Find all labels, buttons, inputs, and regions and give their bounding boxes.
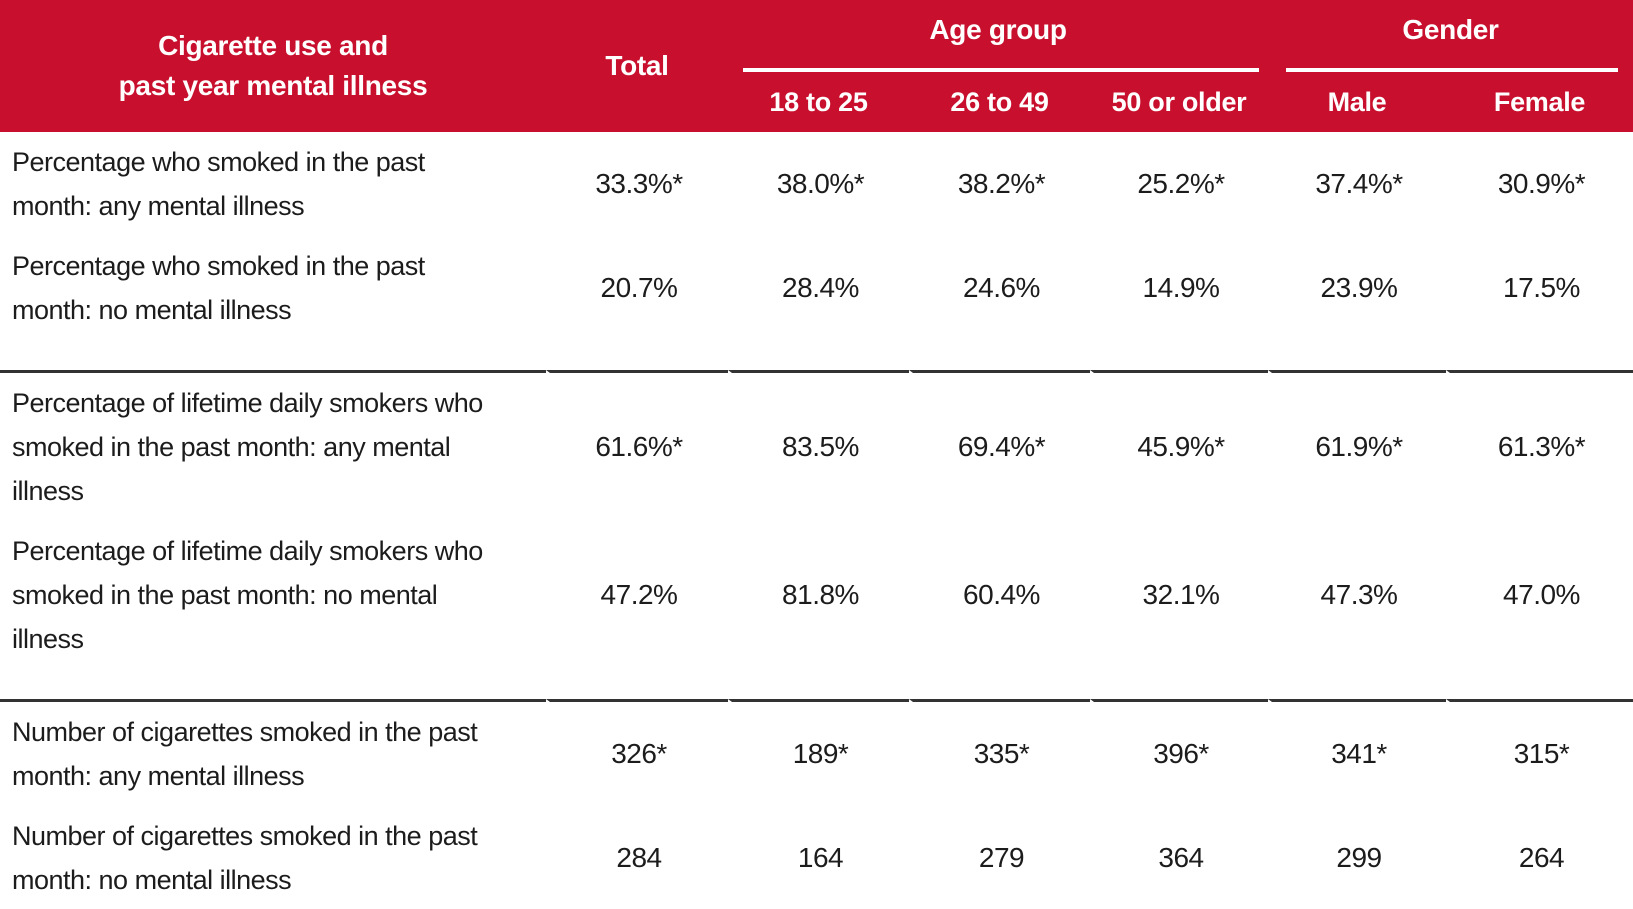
column-group-gender: Gender — [1268, 0, 1633, 72]
value-cell: 47.3% — [1268, 521, 1446, 699]
column-header-female: Female — [1493, 86, 1586, 117]
column-group-age: Age group — [728, 0, 1268, 72]
row-label: Percentage who smoked in the past month:… — [12, 251, 425, 325]
value-cell: 25.2%* — [1090, 132, 1268, 236]
column-header-26-to-49: 26 to 49 — [950, 86, 1049, 117]
column-header-50-or-older: 50 or older — [1111, 86, 1247, 117]
table-header: Cigarette use and past year mental illne… — [0, 0, 1633, 132]
value-cell: 335* — [909, 699, 1090, 806]
value-cell: 17.5% — [1446, 236, 1633, 370]
value-cell: 24.6% — [909, 236, 1090, 370]
value-cell: 341* — [1268, 699, 1446, 806]
value-cell: 326* — [546, 699, 728, 806]
table-row-num-cigs-any-mi: Number of cigarettes smoked in the past … — [0, 699, 1633, 806]
column-group-gender-label: Gender — [1402, 14, 1499, 45]
row-label: Percentage who smoked in the past month:… — [12, 147, 425, 221]
value-cell: 30.9%* — [1446, 132, 1633, 236]
value-cell: 38.0%* — [728, 132, 909, 236]
value-cell: 38.2%* — [909, 132, 1090, 236]
value-cell: 47.0% — [1446, 521, 1633, 699]
table-row-num-cigs-no-mi: Number of cigarettes smoked in the past … — [0, 806, 1633, 909]
value-cell: 32.1% — [1090, 521, 1268, 699]
row-label: Number of cigarettes smoked in the past … — [12, 821, 478, 895]
column-group-age-label: Age group — [929, 14, 1067, 45]
column-header-total: Total — [605, 50, 669, 81]
value-cell: 61.6%* — [546, 370, 728, 521]
value-cell: 61.3%* — [1446, 370, 1633, 521]
header-row-groups: Cigarette use and past year mental illne… — [0, 0, 1633, 101]
value-cell: 81.8% — [728, 521, 909, 699]
value-cell: 299 — [1268, 806, 1446, 909]
table-body: Percentage who smoked in the past month:… — [0, 132, 1633, 909]
table-row-lifetime-daily-no-mi: Percentage of lifetime daily smokers who… — [0, 521, 1633, 699]
value-cell: 364 — [1090, 806, 1268, 909]
table-row-smoked-any-mi: Percentage who smoked in the past month:… — [0, 132, 1633, 236]
value-cell: 33.3%* — [546, 132, 728, 236]
value-cell: 47.2% — [546, 521, 728, 699]
value-cell: 396* — [1090, 699, 1268, 806]
value-cell: 14.9% — [1090, 236, 1268, 370]
table-row-smoked-no-mi: Percentage who smoked in the past month:… — [0, 236, 1633, 370]
column-header-18-to-25: 18 to 25 — [769, 86, 868, 117]
value-cell: 69.4%* — [909, 370, 1090, 521]
value-cell: 20.7% — [546, 236, 728, 370]
column-header-male: Male — [1327, 86, 1387, 117]
value-cell: 83.5% — [728, 370, 909, 521]
table-row-lifetime-daily-any-mi: Percentage of lifetime daily smokers who… — [0, 370, 1633, 521]
value-cell: 61.9%* — [1268, 370, 1446, 521]
value-cell: 23.9% — [1268, 236, 1446, 370]
value-cell: 284 — [546, 806, 728, 909]
value-cell: 315* — [1446, 699, 1633, 806]
value-cell: 45.9%* — [1090, 370, 1268, 521]
value-cell: 189* — [728, 699, 909, 806]
value-cell: 279 — [909, 806, 1090, 909]
value-cell: 264 — [1446, 806, 1633, 909]
value-cell: 164 — [728, 806, 909, 909]
table-title: Cigarette use and past year mental illne… — [118, 30, 428, 101]
row-label: Number of cigarettes smoked in the past … — [0, 699, 546, 806]
row-label: Percentage of lifetime daily smokers who… — [0, 370, 546, 521]
header-row-subcolumns: 18 to 25 26 to 49 50 or older Male Femal… — [0, 72, 1633, 132]
row-label: Percentage of lifetime daily smokers who… — [12, 536, 483, 654]
value-cell: 37.4%* — [1268, 132, 1446, 236]
value-cell: 60.4% — [909, 521, 1090, 699]
value-cell: 28.4% — [728, 236, 909, 370]
